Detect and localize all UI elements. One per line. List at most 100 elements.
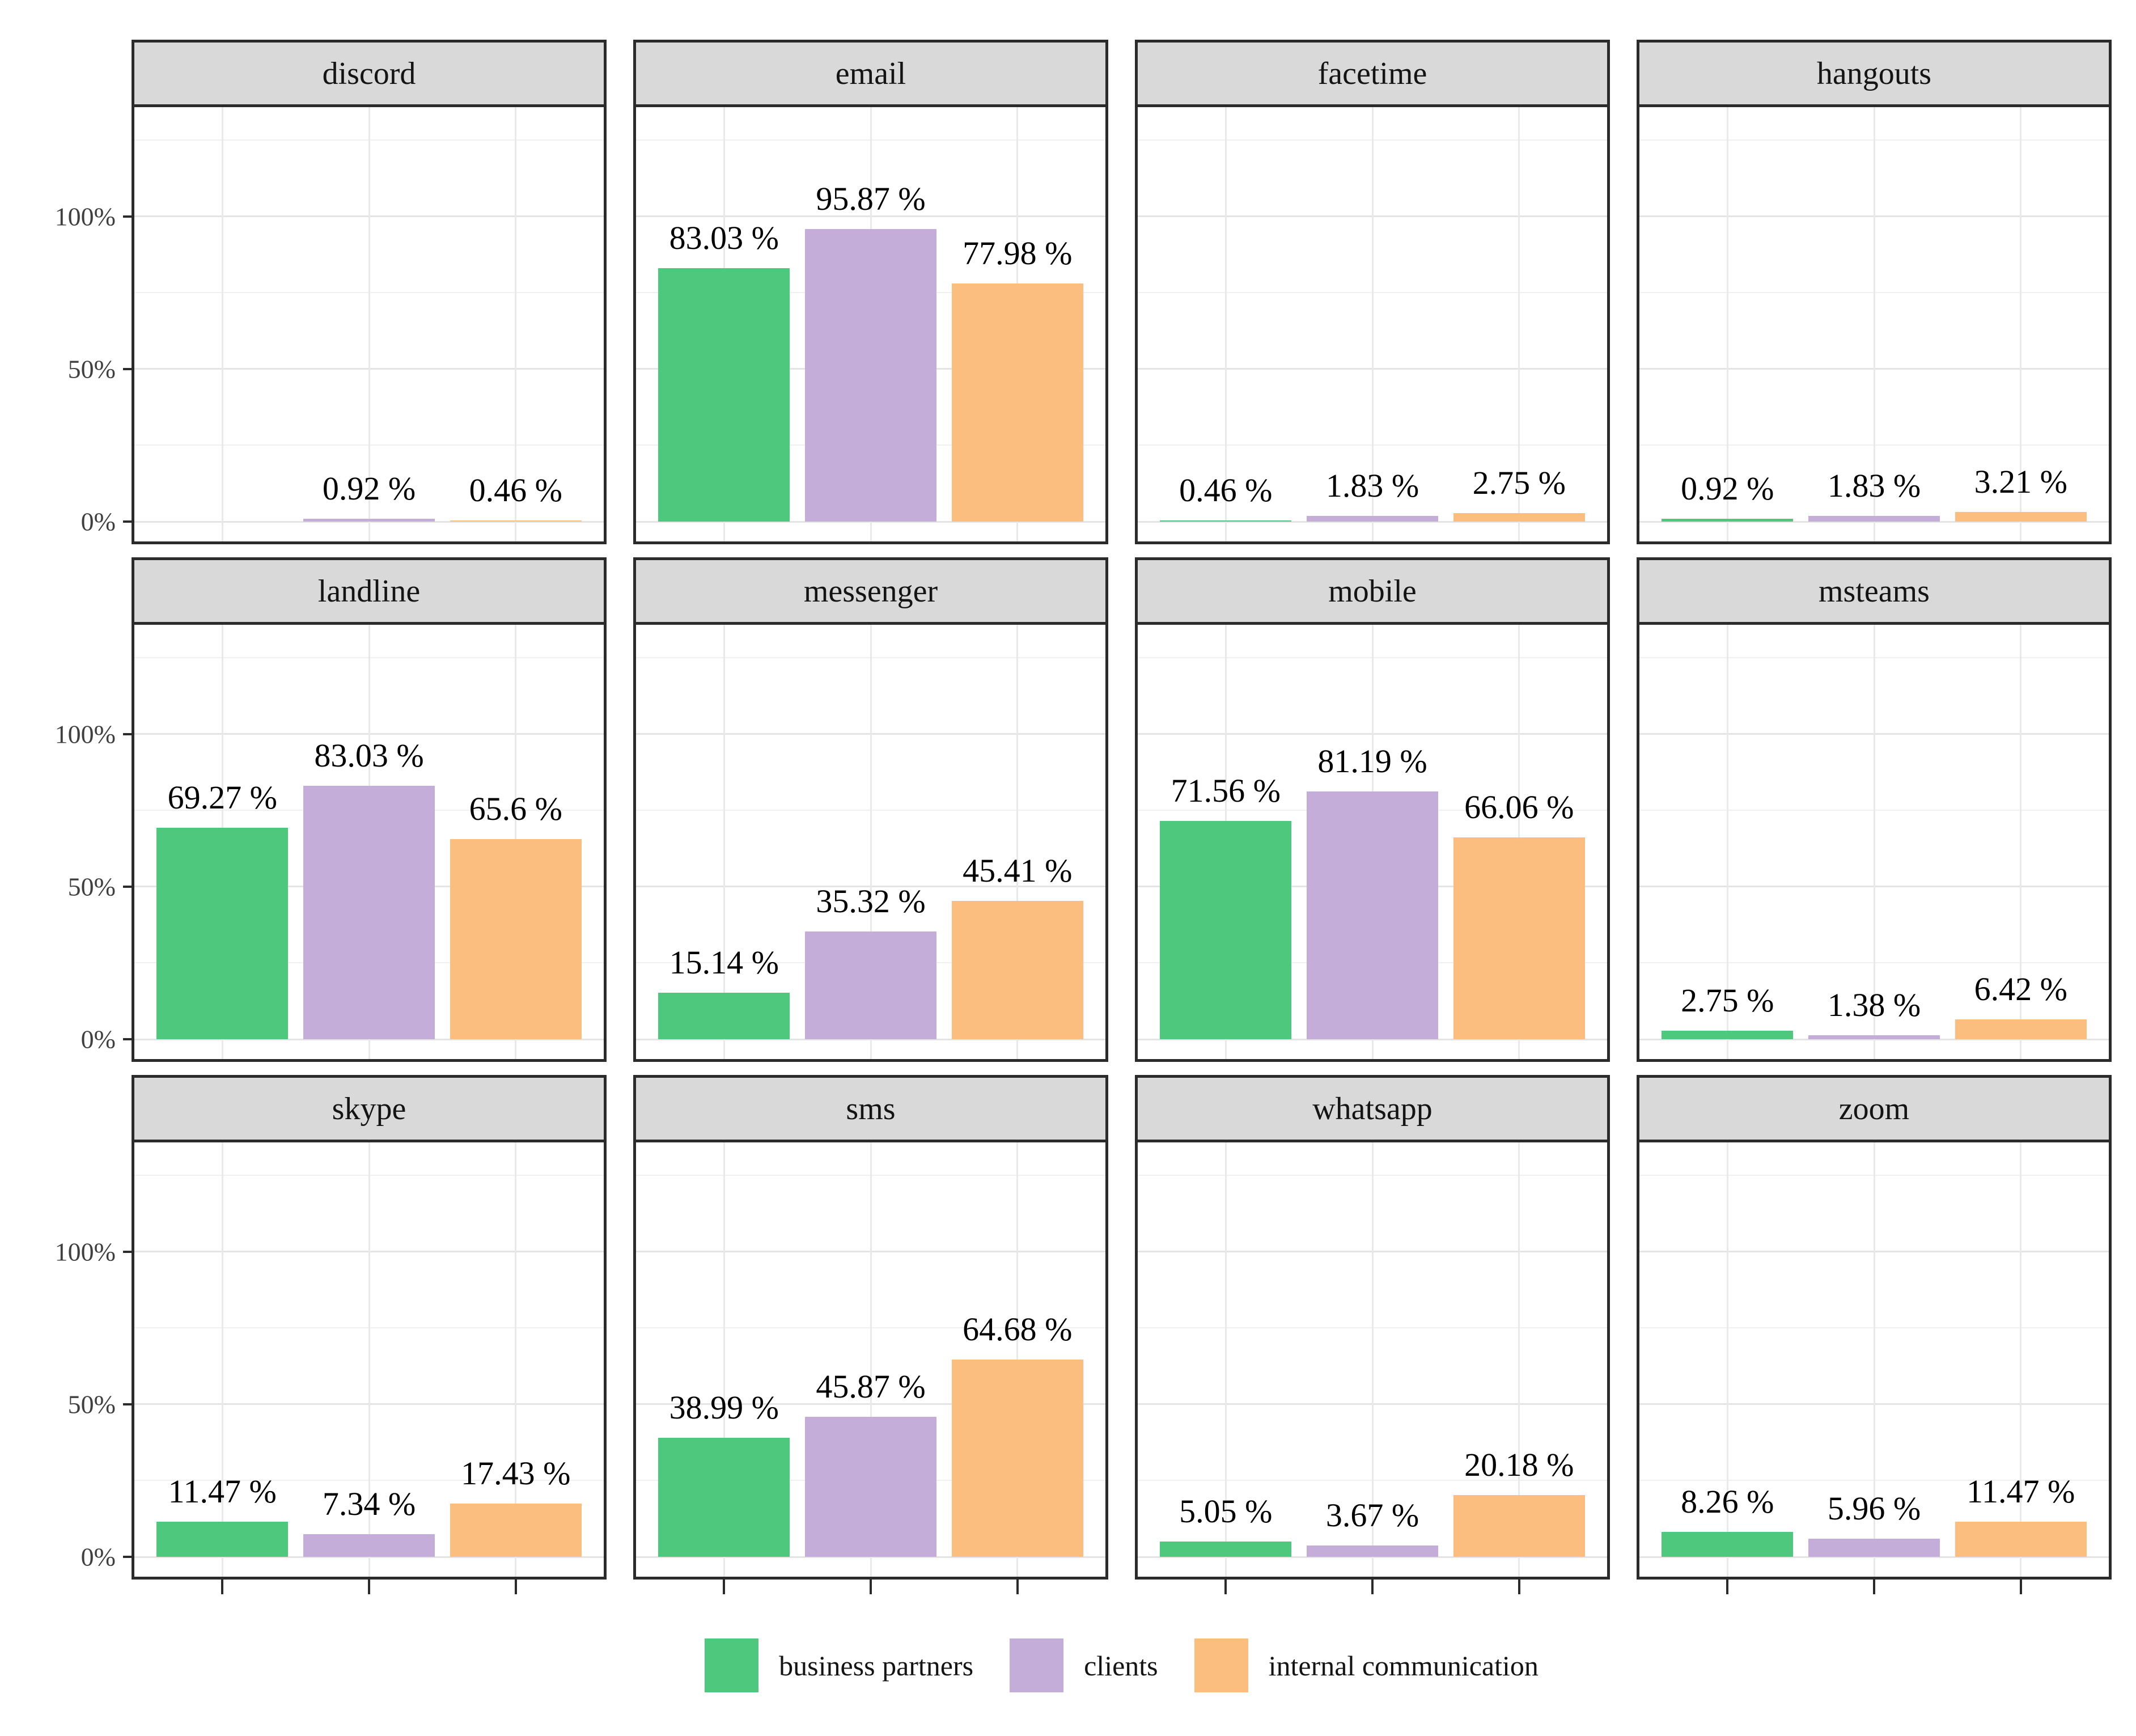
bar-landline-internal-communication [450, 839, 582, 1039]
facet-strip-title: zoom [1639, 1078, 2109, 1143]
plot-area: 2.75 % 1.38 % 6.42 % [1639, 625, 2109, 1059]
facet-panel-zoom: zoom 8.26 % 5.96 % 11.47 % [1637, 1075, 2112, 1580]
bar-zoom-internal-communication [1955, 1522, 2087, 1557]
x-axis-tick-mark [514, 1580, 517, 1594]
facet-panel-messenger: messenger 15.14 % 35.32 % 45.41 % [633, 557, 1108, 1062]
bar-discord-clients [303, 519, 435, 522]
legend-label: clients [1084, 1649, 1158, 1682]
bar-skype-internal-communication [450, 1504, 582, 1557]
vertical-gridline [2020, 107, 2022, 541]
legend-color-swatch [705, 1638, 759, 1692]
bar-value-label: 1.83 % [1325, 467, 1419, 505]
y-axis-tick-mark [123, 885, 132, 888]
bar-value-label: 5.05 % [1179, 1492, 1273, 1530]
y-axis-tick-mark [123, 367, 132, 370]
bar-zoom-business-partners [1662, 1531, 1794, 1557]
legend-item-clients: clients [1010, 1638, 1194, 1692]
bar-messenger-clients [805, 931, 936, 1039]
bar-value-label: 0.46 % [469, 471, 562, 509]
vertical-gridline [221, 107, 223, 541]
bar-value-label: 8.26 % [1681, 1483, 1774, 1520]
bar-sms-business-partners [658, 1438, 790, 1557]
x-axis-tick-mark [221, 1580, 224, 1594]
bar-mobile-business-partners [1160, 820, 1292, 1039]
y-axis-tick-label: 100% [54, 1237, 116, 1267]
vertical-gridline [515, 1142, 517, 1577]
bar-value-label: 64.68 % [963, 1310, 1073, 1348]
bar-value-label: 7.34 % [322, 1485, 416, 1523]
y-axis-tick-mark [123, 1250, 132, 1253]
vertical-gridline [1518, 107, 1520, 541]
x-axis-tick-mark [1224, 1580, 1227, 1594]
bar-value-label: 83.03 % [669, 219, 779, 256]
bar-value-label: 3.67 % [1325, 1497, 1419, 1534]
bar-email-internal-communication [951, 283, 1083, 522]
bar-email-clients [805, 228, 936, 522]
vertical-gridline [1371, 107, 1374, 541]
bar-value-label: 1.83 % [1827, 467, 1921, 505]
y-axis-tick-mark [123, 1403, 132, 1405]
plot-area: 71.56 % 81.19 % 66.06 % [1138, 625, 1607, 1059]
bar-facetime-internal-communication [1453, 513, 1585, 522]
facet-strip-title: sms [636, 1078, 1105, 1143]
x-axis-tick-mark [1873, 1580, 1875, 1594]
vertical-gridline [1726, 1142, 1728, 1577]
vertical-gridline [221, 1142, 223, 1577]
facet-strip-title: email [636, 43, 1105, 108]
x-axis-tick-mark [368, 1580, 370, 1594]
bar-email-business-partners [658, 268, 790, 522]
legend: business partners clients internal communi… [132, 1638, 2112, 1692]
facet-panel-hangouts: hangouts 0.92 % 1.83 % 3.21 % [1637, 40, 2112, 544]
bar-hangouts-clients [1808, 516, 1940, 522]
vertical-gridline [1726, 625, 1728, 1059]
bar-skype-business-partners [156, 1522, 289, 1557]
bar-whatsapp-internal-communication [1453, 1495, 1585, 1557]
bar-msteams-internal-communication [1955, 1019, 2087, 1039]
plot-area: 0.92 % 1.83 % 3.21 % [1639, 107, 2109, 541]
facet-strip-title: whatsapp [1138, 1078, 1607, 1143]
y-axis-tick-label: 50% [67, 872, 116, 901]
facet-strip-title: facetime [1138, 43, 1607, 108]
plot-area: 69.27 % 83.03 % 65.6 % [134, 625, 604, 1059]
facet-panel-email: email 83.03 % 95.87 % 77.98 % [633, 40, 1108, 544]
legend-label: business partners [779, 1649, 974, 1682]
bar-value-label: 45.41 % [963, 852, 1073, 889]
bar-value-label: 3.21 % [1974, 463, 2067, 500]
facet-strip-title: discord [134, 43, 604, 108]
y-axis-tick-mark [123, 1038, 132, 1040]
bar-value-label: 2.75 % [1472, 464, 1566, 502]
y-axis-tick-label: 0% [80, 1024, 116, 1054]
y-axis-tick-label: 50% [67, 1390, 116, 1419]
bar-zoom-clients [1808, 1538, 1940, 1557]
x-axis-tick-mark [1016, 1580, 1019, 1594]
vertical-gridline [1016, 625, 1019, 1059]
vertical-gridline [1224, 1142, 1227, 1577]
facet-panel-mobile: mobile 71.56 % 81.19 % 66.06 % [1135, 557, 1610, 1062]
facet-panel-landline: landline 69.27 % 83.03 % 65.6 % [132, 557, 607, 1062]
facet-strip-title: skype [134, 1078, 604, 1143]
facet-panel-discord: discord 0.92 % 0.46 % [132, 40, 607, 544]
bar-msteams-business-partners [1662, 1031, 1794, 1039]
facet-strip-title: mobile [1138, 560, 1607, 625]
bar-landline-business-partners [156, 828, 289, 1039]
bar-msteams-clients [1808, 1035, 1940, 1039]
vertical-gridline [2020, 625, 2022, 1059]
bar-value-label: 38.99 % [669, 1389, 779, 1426]
bar-hangouts-business-partners [1662, 519, 1794, 522]
bar-value-label: 17.43 % [461, 1455, 571, 1492]
bar-value-label: 11.47 % [1967, 1473, 2075, 1510]
y-axis-tick-label: 100% [54, 202, 116, 231]
bar-skype-clients [303, 1534, 435, 1557]
bar-value-label: 6.42 % [1974, 971, 2067, 1008]
facet-strip-title: landline [134, 560, 604, 625]
y-axis-tick-mark [123, 215, 132, 218]
facet-strip-title: msteams [1639, 560, 2109, 625]
vertical-gridline [870, 625, 872, 1059]
plot-area: 0.46 % 1.83 % 2.75 % [1138, 107, 1607, 541]
y-axis-tick-label: 0% [80, 507, 116, 536]
bar-value-label: 15.14 % [669, 944, 779, 981]
vertical-gridline [368, 1142, 370, 1577]
bar-value-label: 83.03 % [314, 736, 424, 774]
bar-value-label: 35.32 % [816, 882, 926, 920]
